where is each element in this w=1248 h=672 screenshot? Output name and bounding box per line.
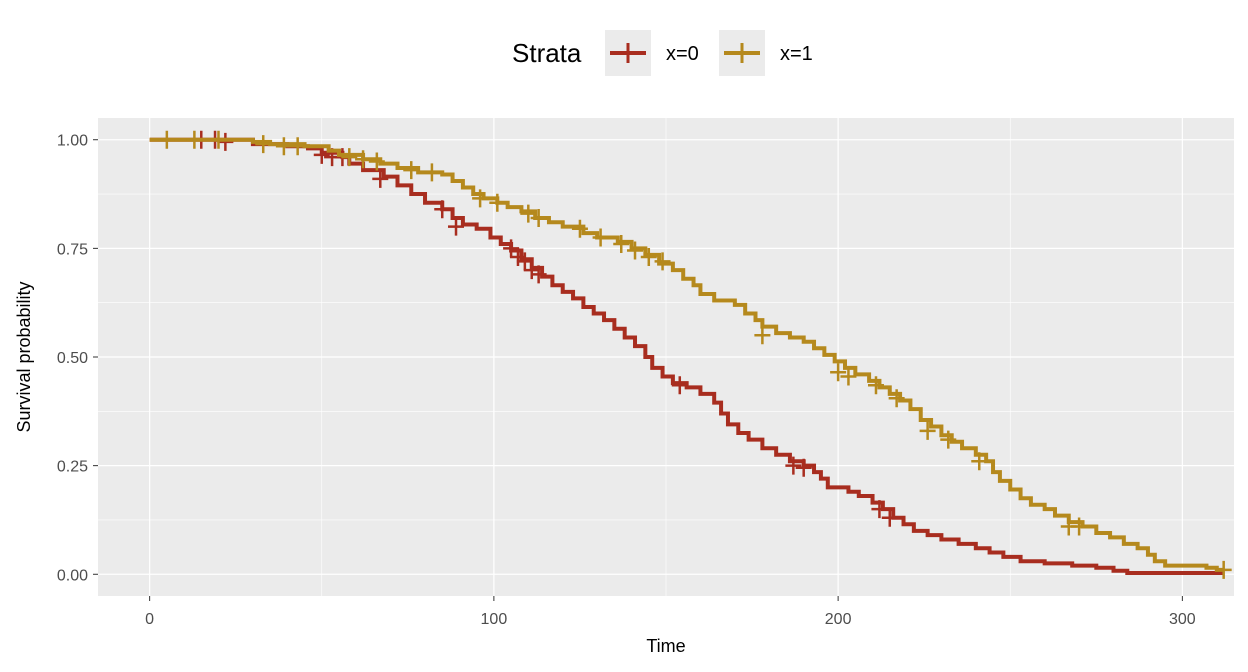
censor-mark bbox=[186, 130, 203, 149]
series-x=1 bbox=[149, 130, 1232, 579]
censor-mark bbox=[795, 458, 812, 477]
legend: Strata x=0 x=1 bbox=[512, 30, 813, 76]
x-tick-label: 300 bbox=[1169, 611, 1196, 628]
censor-mark bbox=[523, 261, 540, 280]
censor-mark bbox=[434, 200, 451, 219]
censor-mark bbox=[217, 132, 234, 151]
censor-mark bbox=[881, 508, 898, 527]
censor-mark bbox=[289, 137, 306, 156]
legend-item-x1: x=1 bbox=[719, 30, 813, 76]
censor-mark bbox=[158, 130, 175, 149]
censor-mark bbox=[448, 217, 465, 236]
y-axis-title: Survival probability bbox=[14, 281, 34, 432]
censor-mark bbox=[592, 228, 609, 247]
series-layer bbox=[149, 130, 1232, 579]
censor-mark bbox=[509, 248, 526, 267]
censor-mark bbox=[830, 363, 847, 382]
censor-mark bbox=[355, 150, 372, 169]
censor-mark bbox=[867, 376, 884, 395]
censor-mark bbox=[754, 326, 771, 345]
censor-mark bbox=[940, 430, 957, 449]
legend-item-x0: x=0 bbox=[605, 30, 699, 76]
x-tick-label: 0 bbox=[145, 611, 154, 628]
censor-mark bbox=[489, 193, 506, 212]
censor-mark bbox=[210, 130, 227, 149]
censor-mark bbox=[516, 252, 533, 271]
censor-mark bbox=[472, 189, 489, 208]
censor-mark bbox=[341, 148, 358, 167]
censor-mark bbox=[971, 452, 988, 471]
y-tick-label: 0.25 bbox=[57, 459, 88, 476]
censor-mark bbox=[372, 169, 389, 188]
legend-label: x=1 bbox=[780, 43, 813, 65]
y-tick-label: 0.50 bbox=[57, 350, 88, 367]
series-x=0 bbox=[149, 130, 1224, 575]
censor-mark bbox=[1071, 517, 1088, 536]
y-tick-label: 1.00 bbox=[57, 133, 88, 150]
censor-mark bbox=[640, 248, 657, 267]
axes: 0 100 200 300 0.00 0.25 0.50 0.75 1.00 bbox=[57, 133, 1196, 628]
censor-mark bbox=[530, 265, 547, 284]
censor-mark bbox=[571, 219, 588, 238]
x-tick-label: 100 bbox=[481, 611, 508, 628]
censor-mark bbox=[613, 235, 630, 254]
censor-mark bbox=[403, 161, 420, 180]
survival-curve bbox=[149, 137, 1224, 575]
censor-mark bbox=[368, 152, 385, 171]
censor-mark bbox=[919, 421, 936, 440]
censor-mark bbox=[654, 252, 671, 271]
x-tick-label: 200 bbox=[825, 611, 852, 628]
censor-mark bbox=[313, 145, 330, 164]
legend-label: x=0 bbox=[666, 43, 699, 65]
censor-mark bbox=[255, 135, 272, 154]
censor-mark bbox=[530, 208, 547, 227]
gridlines bbox=[98, 118, 1234, 596]
y-tick-label: 0.00 bbox=[57, 567, 88, 584]
censor-mark bbox=[785, 456, 802, 475]
censor-mark bbox=[520, 204, 537, 223]
censor-mark bbox=[1215, 560, 1232, 579]
censor-mark bbox=[627, 241, 644, 260]
censor-mark bbox=[840, 367, 857, 386]
survival-curve bbox=[149, 137, 1224, 572]
y-tick-label: 0.75 bbox=[57, 241, 88, 258]
censor-mark bbox=[423, 163, 440, 182]
censor-mark bbox=[503, 239, 520, 258]
censor-mark bbox=[871, 500, 888, 519]
censor-mark bbox=[671, 376, 688, 395]
x-axis-title: Time bbox=[646, 636, 685, 656]
legend-title: Strata bbox=[512, 38, 582, 68]
censor-mark bbox=[275, 137, 292, 156]
censor-mark bbox=[888, 389, 905, 408]
